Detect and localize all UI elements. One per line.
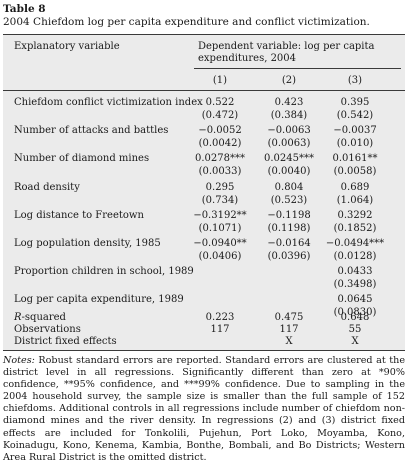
row-variable-label: Proportion children in school, 1989 [14, 266, 194, 277]
table-caption: 2004 Chiefdom log per capita expenditure… [3, 16, 370, 28]
regression-table: Explanatory variable Dependent variable:… [3, 34, 405, 351]
stat-col1: 0.223 [205, 312, 235, 323]
notes-heading: Notes: [3, 355, 35, 366]
column-span-rule [194, 68, 401, 69]
row-variable-label: Number of attacks and battles [14, 125, 169, 136]
coef-col1: −0.0052 [198, 125, 242, 136]
se-col3: (1.064) [336, 195, 374, 206]
explanatory-header: Explanatory variable [14, 41, 120, 52]
row-variable-label: Log population density, 1985 [14, 238, 161, 249]
coef-col3: 0.395 [340, 97, 370, 108]
bottom-rule [3, 350, 405, 351]
coef-col2: 0.423 [274, 97, 304, 108]
se-col2: (0.1198) [267, 223, 311, 234]
top-rule [3, 34, 405, 35]
se-col1: (0.0033) [198, 166, 242, 177]
se-col2: (0.0040) [267, 166, 311, 177]
se-col2: (0.0063) [267, 138, 311, 149]
se-col3: (0.3498) [333, 279, 377, 290]
stat-col3: X [351, 336, 359, 347]
table-label: Table 8 [3, 3, 46, 15]
row-variable-label: Number of diamond mines [14, 153, 150, 164]
se-col2: (0.384) [270, 110, 308, 121]
column-header-2: (2) [281, 75, 297, 86]
coef-col3: 0.0645 [337, 294, 373, 305]
se-col1: (0.472) [201, 110, 239, 121]
stat-col3: 0.648 [340, 312, 370, 323]
column-header-3: (3) [347, 75, 363, 86]
stat-label: R-squared [14, 312, 66, 323]
coef-col1: −0.3192** [193, 210, 247, 221]
coef-col2: −0.0063 [267, 125, 311, 136]
table-notes: Notes: Robust standard errors are report… [3, 355, 405, 464]
coef-col2: −0.0164 [267, 238, 311, 249]
coef-col1: 0.295 [205, 182, 235, 193]
coef-col3: 0.0161** [332, 153, 378, 164]
coef-col2: 0.804 [274, 182, 304, 193]
se-col1: (0.0406) [198, 251, 242, 262]
header-rule [3, 90, 405, 91]
se-col1: (0.734) [201, 195, 239, 206]
se-col3: (0.0128) [333, 251, 377, 262]
stat-label: District fixed effects [14, 336, 117, 347]
coef-col2: −0.1198 [267, 210, 311, 221]
row-variable-label: Road density [14, 182, 80, 193]
se-col3: (0.542) [336, 110, 374, 121]
row-variable-label: Chiefdom conflict victimization index [14, 97, 203, 108]
se-col2: (0.0396) [267, 251, 311, 262]
coef-col3: 0.0433 [337, 266, 373, 277]
column-header-1: (1) [212, 75, 228, 86]
notes-text: Robust standard errors are reported. Sta… [3, 355, 405, 463]
row-variable-label: Log per capita expenditure, 1989 [14, 294, 184, 305]
coef-col3: −0.0037 [333, 125, 377, 136]
se-col3: (0.010) [336, 138, 374, 149]
se-col1: (0.0042) [198, 138, 242, 149]
stat-col3: 55 [348, 324, 362, 335]
coef-col3: 0.689 [340, 182, 370, 193]
coef-col1: 0.522 [205, 97, 235, 108]
coef-col3: −0.0494*** [325, 238, 385, 249]
stat-col2: X [285, 336, 293, 347]
row-variable-label: Log distance to Freetown [14, 210, 144, 221]
stat-col2: 117 [279, 324, 299, 335]
coef-col3: 0.3292 [337, 210, 373, 221]
coef-col1: −0.0940** [193, 238, 247, 249]
dependent-header-line2: expenditures, 2004 [198, 53, 297, 64]
coef-col1: 0.0278*** [195, 153, 245, 164]
se-col2: (0.523) [270, 195, 308, 206]
stat-col2: 0.475 [274, 312, 304, 323]
se-col3: (0.1852) [333, 223, 377, 234]
stat-label: Observations [14, 324, 81, 335]
se-col3: (0.0058) [333, 166, 377, 177]
stat-col1: 117 [210, 324, 230, 335]
se-col3: (0.0830) [333, 307, 377, 318]
se-col1: (0.1071) [198, 223, 242, 234]
coef-col2: 0.0245*** [264, 153, 314, 164]
dependent-header-line1: Dependent variable: log per capita [198, 41, 375, 52]
